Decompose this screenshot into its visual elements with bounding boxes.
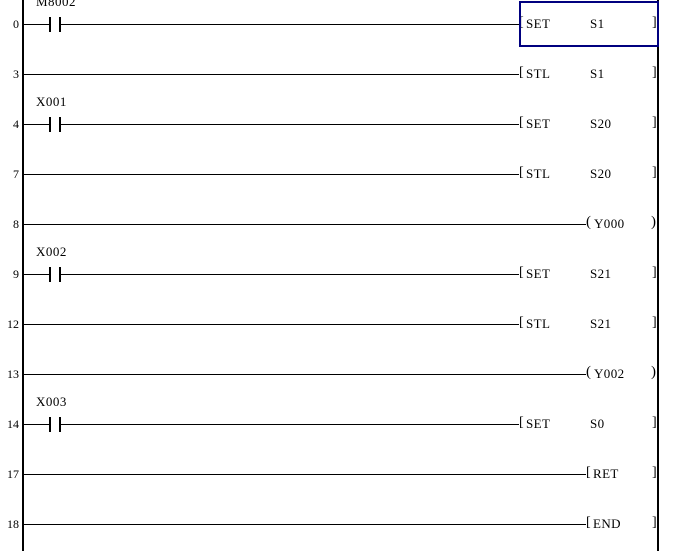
step-number: 8 — [13, 217, 19, 231]
instruction-operand[interactable]: S0 — [590, 416, 605, 431]
coil-operand[interactable]: Y000 — [594, 216, 625, 231]
contact-label: M8002 — [36, 0, 77, 9]
rung-wire-segment — [24, 124, 35, 125]
rung-wire-segment — [24, 274, 35, 275]
instruction-mnemonic[interactable]: SET — [526, 16, 551, 31]
step-number: 12 — [7, 317, 19, 331]
instruction-close-bracket: ] — [652, 65, 657, 80]
rung-wire-segment — [24, 324, 519, 325]
instruction-open-bracket: [ — [519, 315, 524, 330]
instruction-mnemonic[interactable]: SET — [526, 116, 551, 131]
step-number: 0 — [13, 17, 19, 31]
instruction-close-bracket: ] — [652, 515, 657, 530]
step-number: 9 — [13, 267, 19, 281]
step-number: 14 — [7, 417, 19, 431]
no-contact-icon[interactable] — [35, 14, 75, 34]
right-power-rail — [657, 0, 659, 551]
rung-wire-segment — [24, 524, 586, 525]
instruction-mnemonic[interactable]: RET — [593, 466, 619, 481]
contact-label: X003 — [36, 394, 67, 409]
no-contact-icon[interactable] — [35, 264, 75, 284]
coil-open-paren: ( — [586, 214, 591, 230]
contact-wire-right — [60, 124, 75, 125]
instruction-operand[interactable]: S20 — [590, 116, 612, 131]
instruction-operand[interactable]: S20 — [590, 166, 612, 181]
step-number: 18 — [7, 517, 19, 531]
contact-wire-right — [60, 424, 75, 425]
rung-wire-segment — [24, 24, 35, 25]
rung-wire-segment — [24, 174, 519, 175]
contact-bar-left — [49, 117, 51, 132]
instruction-close-bracket: ] — [652, 415, 657, 430]
rung-wire-segment — [24, 224, 586, 225]
instruction-close-bracket: ] — [652, 315, 657, 330]
no-contact-icon[interactable] — [35, 414, 75, 434]
instruction-close-bracket: ] — [652, 165, 657, 180]
rung-wire-segment — [24, 474, 586, 475]
contact-wire-left — [35, 24, 50, 25]
instruction-operand[interactable]: S21 — [590, 266, 612, 281]
contact-wire-left — [35, 424, 50, 425]
instruction-mnemonic[interactable]: SET — [526, 266, 551, 281]
left-power-rail — [22, 0, 24, 551]
instruction-mnemonic[interactable]: SET — [526, 416, 551, 431]
step-number: 3 — [13, 67, 19, 81]
rung-wire-segment — [24, 74, 519, 75]
rung-wire-segment — [75, 124, 519, 125]
instruction-operand[interactable]: S1 — [590, 66, 605, 81]
rung-wire-segment — [75, 274, 519, 275]
contact-bar-left — [49, 17, 51, 32]
step-number: 17 — [7, 467, 19, 481]
instruction-open-bracket: [ — [519, 65, 524, 80]
step-number: 7 — [13, 167, 19, 181]
coil-open-paren: ( — [586, 364, 591, 380]
contact-wire-left — [35, 124, 50, 125]
step-number: 13 — [7, 367, 19, 381]
rung-wire-segment — [24, 374, 586, 375]
coil-operand[interactable]: Y002 — [594, 366, 625, 381]
instruction-operand[interactable]: S21 — [590, 316, 612, 331]
step-number: 4 — [13, 117, 19, 131]
instruction-close-bracket: ] — [652, 465, 657, 480]
instruction-open-bracket: [ — [586, 465, 591, 480]
rung-wire-segment — [24, 424, 35, 425]
contact-bar-left — [49, 417, 51, 432]
instruction-open-bracket: [ — [519, 115, 524, 130]
instruction-operand[interactable]: S1 — [590, 16, 605, 31]
rung-wire-segment — [75, 24, 519, 25]
instruction-mnemonic[interactable]: STL — [526, 166, 551, 181]
instruction-mnemonic[interactable]: END — [593, 516, 621, 531]
instruction-open-bracket: [ — [519, 415, 524, 430]
instruction-close-bracket: ] — [652, 15, 657, 30]
instruction-mnemonic[interactable]: STL — [526, 66, 551, 81]
instruction-mnemonic[interactable]: STL — [526, 316, 551, 331]
instruction-open-bracket: [ — [586, 515, 591, 530]
rung-wire-segment — [75, 424, 519, 425]
instruction-open-bracket: [ — [519, 265, 524, 280]
contact-wire-left — [35, 274, 50, 275]
contact-label: X002 — [36, 244, 67, 259]
contact-wire-right — [60, 24, 75, 25]
contact-bar-left — [49, 267, 51, 282]
coil-close-paren: ) — [651, 214, 656, 230]
instruction-close-bracket: ] — [652, 115, 657, 130]
contact-label: X001 — [36, 94, 67, 109]
instruction-open-bracket: [ — [519, 15, 524, 30]
contact-wire-right — [60, 274, 75, 275]
instruction-close-bracket: ] — [652, 265, 657, 280]
no-contact-icon[interactable] — [35, 114, 75, 134]
instruction-open-bracket: [ — [519, 165, 524, 180]
coil-close-paren: ) — [651, 364, 656, 380]
